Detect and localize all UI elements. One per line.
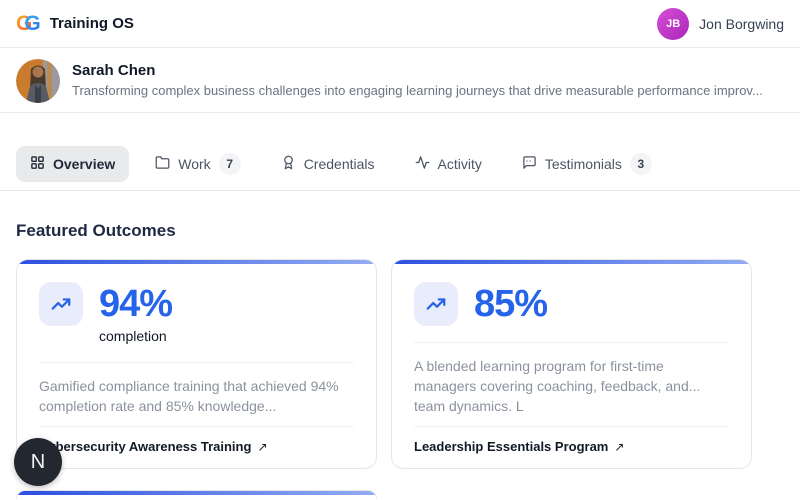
outcome-card[interactable]: 94% completion Gamified compliance train… [16,259,377,469]
trending-up-icon [414,282,458,326]
stat-value: 94% [99,283,173,325]
card-description: Gamified compliance training that achiev… [39,378,339,414]
card-accent-bar [17,491,376,495]
tab-activity[interactable]: Activity [401,146,496,182]
arrow-up-right-icon: ↗ [257,439,268,454]
stat-label: completion [99,328,167,344]
card-body: 94% completion Gamified compliance train… [17,264,376,426]
grid-icon [30,155,45,173]
floating-n-button[interactable]: N [14,438,62,486]
app-brand[interactable]: GG Training OS [16,12,134,36]
stat-row: 94% [39,282,354,326]
award-icon [281,155,296,173]
tab-label: Overview [53,156,116,172]
profile-tabbar: Overview Work 7 Credentials Activity T [0,113,800,191]
tab-work[interactable]: Work 7 [141,146,254,182]
tab-testimonials[interactable]: Testimonials 3 [508,146,666,182]
card-footer: Leadership Essentials Program ↗ [414,426,729,468]
card-description: A blended learning program for first-tim… [414,358,701,414]
tab-label: Credentials [303,156,375,172]
tab-label: Work [178,156,211,172]
divider [39,362,354,363]
tab-label: Testimonials [544,156,622,172]
user-menu[interactable]: JB Jon Borgwing [657,7,784,40]
main-content: Featured Outcomes 94% completion Gamifie… [0,191,800,499]
stat-value: 85% [474,283,548,325]
profile-avatar[interactable] [16,59,60,103]
divider [414,342,729,343]
app-logo-icon: GG [16,12,41,36]
profile-tagline: Transforming complex business challenges… [72,83,763,98]
outcome-card-partial[interactable] [16,490,377,499]
card-accent-bar [392,260,751,264]
section-title: Featured Outcomes [16,221,176,240]
app-title: Training OS [49,15,134,32]
app-header: GG Training OS JB Jon Borgwing [0,0,800,48]
tab-label: Activity [437,156,482,172]
card-body: 85% A blended learning program for first… [392,264,751,426]
tab-credentials[interactable]: Credentials [267,146,389,182]
activity-icon [415,155,430,173]
card-footer: Cybersecurity Awareness Training ↗ [39,426,354,468]
card-accent-bar [17,260,376,264]
trending-up-icon [39,282,83,326]
user-name: Jon Borgwing [699,15,784,32]
featured-outcomes-grid: 94% completion Gamified compliance train… [16,259,784,499]
tab-badge: 7 [218,153,241,175]
profile-name: Sarah Chen [72,62,156,79]
card-link[interactable]: Cybersecurity Awareness Training [39,439,252,454]
tab-badge: 3 [629,153,652,175]
profile-header: Sarah Chen Transforming complex business… [0,48,800,113]
card-link[interactable]: Leadership Essentials Program [414,439,609,454]
user-avatar[interactable]: JB [657,7,690,40]
message-square-icon [522,155,537,173]
folder-icon [155,155,170,173]
tab-overview[interactable]: Overview [16,146,130,182]
outcome-card[interactable]: 85% A blended learning program for first… [391,259,752,469]
arrow-up-right-icon: ↗ [614,439,625,454]
profile-info: Sarah Chen Transforming complex business… [72,59,763,98]
stat-row: 85% [414,282,729,326]
